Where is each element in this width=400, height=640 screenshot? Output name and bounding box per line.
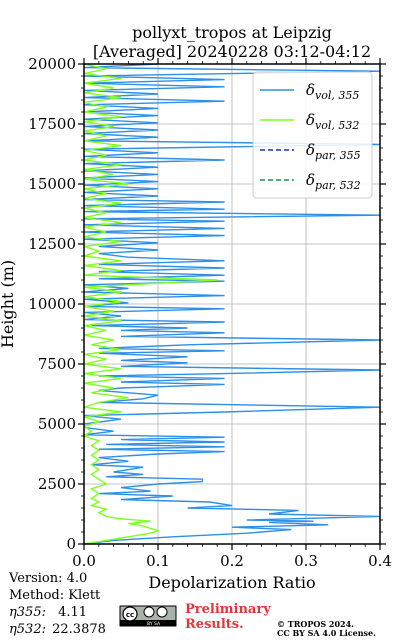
series-layer xyxy=(84,64,380,544)
prelim-line2: Results. xyxy=(185,617,244,632)
legend: δvol, 355 δvol, 532 δpar, 355 δpar, 532 xyxy=(252,71,373,199)
x-tick-label: 0.2 xyxy=(220,552,244,570)
version-text: Version: 4.0 xyxy=(9,571,88,586)
series-vol-355-line xyxy=(84,64,380,544)
y-tick-label: 15000 xyxy=(28,175,76,193)
x-tick-label: 0.0 xyxy=(72,552,96,570)
eta355-row: η355: 4.11 xyxy=(9,604,106,621)
y-tick-label: 17500 xyxy=(28,115,76,133)
license-line2: CC BY SA 4.0 License. xyxy=(277,628,376,638)
y-axis-label: Height (m) xyxy=(0,260,17,348)
chart-title-line2: [Averaged] 20240228 03:12-04:12 xyxy=(93,42,371,61)
x-tick-label: 0.3 xyxy=(294,552,318,570)
legend-box xyxy=(252,71,373,199)
license-note: © TROPOS 2024. CC BY SA 4.0 License. xyxy=(277,620,376,638)
legend-label: δpar, 532 xyxy=(306,171,361,192)
license-line1: © TROPOS 2024. xyxy=(277,619,354,629)
y-tick-label: 7500 xyxy=(38,355,76,373)
eta355-value: 4.11 xyxy=(58,605,88,620)
y-tick-label: 10000 xyxy=(28,295,76,313)
y-tick-label: 5000 xyxy=(38,415,76,433)
legend-label: δvol, 355 xyxy=(306,81,359,102)
chart-title-line1: pollyxt_tropos at Leipzig xyxy=(132,23,332,42)
y-tick-label: 12500 xyxy=(28,235,76,253)
eta355-label: η355: xyxy=(9,605,46,620)
x-tick-label: 0.1 xyxy=(146,552,170,570)
eta532-label: η532: xyxy=(9,622,46,637)
y-tick-label: 0 xyxy=(66,535,76,553)
legend-label: δvol, 532 xyxy=(306,111,359,132)
ticks: 0.0 0.1 0.2 0.3 0.4 0 2500 5000 7500 10000 12500 15… xyxy=(28,55,392,570)
footer-info: Version: 4.0 Method: Klett η355: 4.11 η5… xyxy=(9,570,106,638)
preliminary-note: Preliminary Results. xyxy=(185,602,271,632)
x-axis-label: Depolarization Ratio xyxy=(148,573,315,592)
method-text: Method: Klett xyxy=(9,588,101,603)
x-tick-label: 0.4 xyxy=(368,552,392,570)
eta532-row: η532: 22.3878 xyxy=(9,621,106,638)
prelim-line1: Preliminary xyxy=(185,602,271,617)
legend-label: δpar, 355 xyxy=(306,141,361,162)
eta532-value: 22.3878 xyxy=(52,622,106,637)
y-tick-label: 20000 xyxy=(28,55,76,73)
series-vol-532-line xyxy=(84,64,218,544)
y-tick-label: 2500 xyxy=(38,475,76,493)
